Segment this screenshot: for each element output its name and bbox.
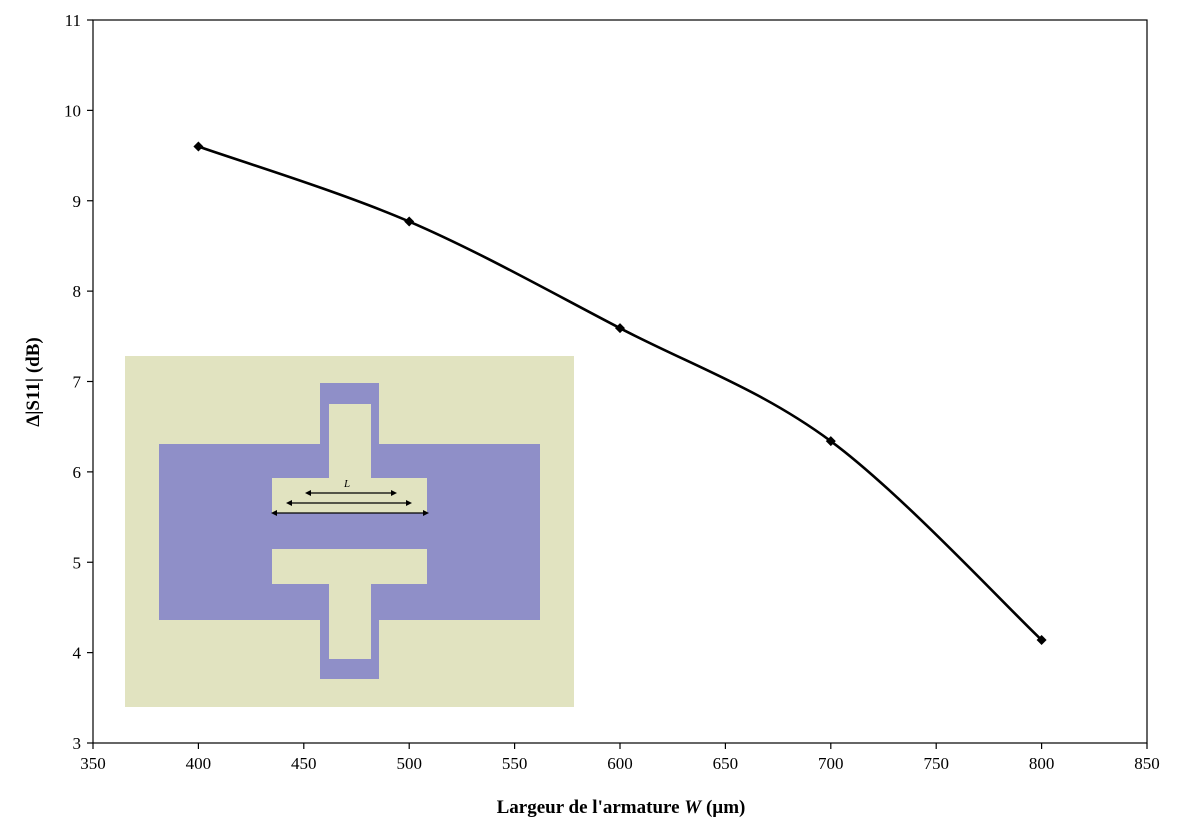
x-tick-label: 550 [502,754,528,773]
x-axis-title: Largeur de l'armature W (µm) [497,797,746,818]
chart-axes [87,19,1148,749]
x-tick-label: 750 [923,754,949,773]
inset-dimension-arrows [274,492,426,514]
x-tick-label: 350 [80,754,106,773]
x-tick-labels: 350 400 450 500 550 600 650 700 750 800 850 [80,754,1160,773]
inset-metal-electrode [159,383,540,679]
y-tick-label: 7 [73,373,82,392]
y-tick-label: 8 [73,282,82,301]
y-tick-label: 11 [65,11,81,30]
x-tick-label: 800 [1029,754,1055,773]
x-tick-label: 500 [396,754,422,773]
y-tick-labels: 3 4 5 6 7 8 9 10 11 [64,11,82,753]
data-point-marker [615,323,625,334]
inset-upper-slot [272,404,427,513]
y-tick-label: 6 [73,463,82,482]
data-point-marker [1036,634,1047,645]
x-tick-label: 650 [713,754,739,773]
y-axis-title: Δ|S11| (dB) [23,337,44,426]
inset-structure-diagram: L [125,356,574,707]
data-point-marker [193,141,204,152]
data-point-marker [404,216,415,227]
series-markers [193,141,1047,645]
y-tick-label: 4 [73,644,82,663]
y-tick-label: 3 [73,734,82,753]
data-point-marker [825,436,836,447]
y-tick-label: 9 [73,192,82,211]
x-tick-label: 850 [1134,754,1160,773]
inset-lower-slot [272,549,427,659]
inset-dimension-label: L [343,478,350,490]
inset-arrowheads [271,490,429,516]
x-tick-label: 700 [818,754,844,773]
series-line [197,145,1043,641]
y-tick-label: 5 [73,553,82,572]
x-tick-label: 600 [607,754,633,773]
y-tick-label: 10 [64,101,81,120]
x-tick-label: 400 [186,754,212,773]
x-tick-label: 450 [291,754,317,773]
